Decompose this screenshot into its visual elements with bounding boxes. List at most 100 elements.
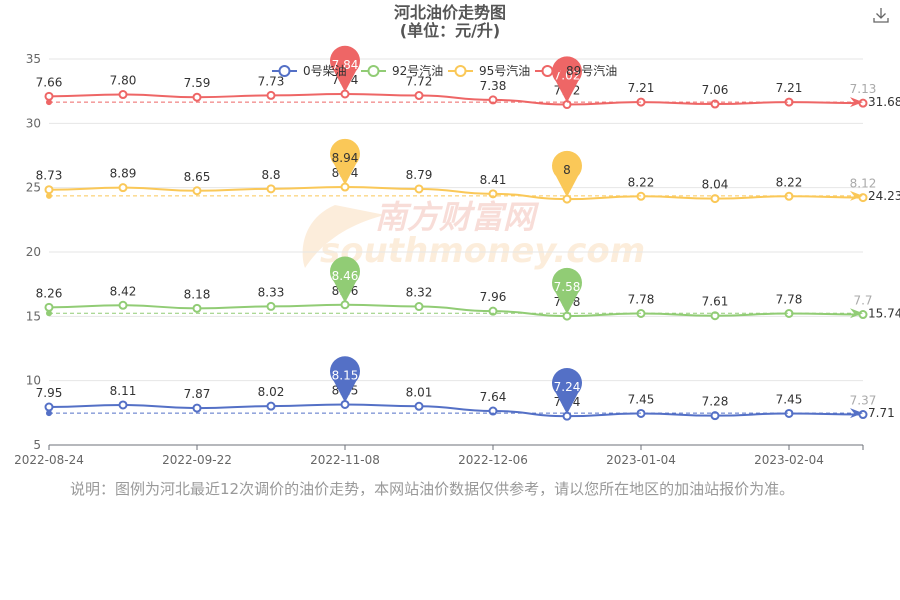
chart-subtitle: (单位：元/升)	[399, 21, 501, 40]
data-label: 7.61	[702, 295, 729, 309]
data-point	[44, 185, 54, 195]
data-label: 8.22	[776, 175, 803, 189]
y-tick-label: 10	[26, 374, 41, 388]
data-label: 8.02	[258, 385, 285, 399]
average-arrow	[850, 97, 863, 108]
data-label: 7.06	[702, 83, 729, 97]
x-tick-label: 2023-02-04	[754, 453, 824, 467]
marker-pin	[552, 267, 583, 315]
data-point	[118, 300, 128, 310]
y-tick-label: 15	[26, 309, 41, 323]
y-tick-label: 30	[26, 116, 41, 130]
series-line	[48, 403, 864, 418]
data-label: 8.8	[261, 168, 280, 182]
min-marker: 7.02	[552, 56, 582, 103]
data-label: 8.33	[258, 285, 285, 299]
marker-value: 7.84	[332, 58, 359, 72]
legend-symbol	[541, 65, 554, 77]
x-tick-label: 2023-01-04	[606, 453, 676, 467]
data-point	[192, 186, 202, 196]
data-point	[44, 91, 54, 101]
y-tick-label: 35	[26, 52, 41, 66]
marker-value: 7.58	[554, 280, 581, 294]
data-label: 8.01	[406, 385, 433, 399]
average-label: 24.23	[868, 189, 900, 203]
series-1: 8.268.428.188.338.468.327.967.587.787.61…	[36, 284, 900, 321]
data-point	[266, 301, 276, 311]
marker-value: 8.15	[332, 368, 359, 382]
data-label: 8.65	[184, 170, 211, 184]
chart-title: 河北油价走势图	[393, 3, 506, 22]
data-point	[414, 91, 424, 101]
y-tick-label: 20	[26, 245, 41, 259]
data-label: 7.87	[184, 387, 211, 401]
data-point	[192, 303, 202, 313]
data-label: 7.72	[406, 75, 433, 89]
data-label: 7.66	[36, 75, 63, 89]
legend-item[interactable]: 89号汽油	[535, 63, 617, 78]
data-label: 7.96	[480, 290, 507, 304]
data-point	[44, 302, 54, 312]
marker-value: 7.02	[554, 69, 581, 83]
data-label: 8.12	[850, 177, 877, 191]
data-label: 7.59	[184, 76, 211, 90]
watermark-cn: 南方财富网	[375, 198, 540, 236]
data-point	[192, 403, 202, 413]
data-label: 7.13	[850, 82, 877, 96]
max-marker: 8.94	[330, 138, 361, 186]
legend-item[interactable]: 0号柴油	[272, 64, 347, 78]
data-point	[710, 311, 720, 321]
data-point	[118, 183, 128, 193]
data-label: 7.78	[628, 293, 655, 307]
chart-title-block: 河北油价走势图 (单位：元/升)	[0, 4, 900, 40]
legend-label: 92号汽油	[392, 63, 443, 78]
data-label: 7.73	[258, 74, 285, 88]
data-point	[414, 184, 424, 194]
marker-pin	[552, 150, 583, 198]
data-point	[710, 411, 720, 421]
marker-pin	[552, 367, 583, 415]
legend-item[interactable]: 95号汽油	[448, 63, 530, 78]
average-arrow	[850, 190, 863, 201]
marker-pin	[552, 56, 582, 103]
average-arrow	[850, 308, 863, 319]
data-point	[414, 401, 424, 411]
data-label: 7.7	[853, 294, 872, 308]
data-label: 7.45	[776, 392, 803, 406]
legend: 0号柴油 92号汽油 95号汽油 89号汽油	[272, 63, 617, 78]
watermark-logo	[302, 205, 385, 268]
data-label: 7.37	[850, 394, 877, 408]
average-start-dot	[46, 310, 52, 317]
data-label: 8.04	[702, 178, 729, 192]
data-point	[266, 90, 276, 100]
series-line	[48, 186, 864, 201]
series-0: 7.958.117.878.028.158.017.647.247.457.28…	[36, 383, 895, 421]
download-icon[interactable]	[872, 6, 890, 24]
min-marker: 7.24	[552, 367, 583, 415]
marker-pin	[330, 45, 361, 92]
data-point	[414, 302, 424, 312]
max-marker: 7.84	[330, 45, 361, 92]
legend-item[interactable]: 92号汽油	[361, 63, 443, 78]
min-marker: 8	[552, 150, 583, 198]
legend-label: 89号汽油	[566, 63, 617, 78]
data-point	[118, 400, 128, 410]
y-tick-label: 25	[26, 181, 41, 195]
series-line	[48, 303, 864, 318]
data-label: 7.45	[628, 392, 655, 406]
average-start-dot	[46, 192, 52, 199]
marker-pin	[330, 138, 361, 186]
data-label: 7.21	[776, 81, 803, 95]
data-label: 8.26	[36, 286, 63, 300]
average-label: 31.68	[868, 95, 900, 109]
marker-pin	[330, 356, 361, 403]
legend-label: 95号汽油	[479, 63, 530, 78]
marker-value: 8.46	[332, 269, 359, 283]
data-point	[192, 92, 202, 102]
series-3: 7.667.807.597.737.847.727.387.027.217.06…	[36, 73, 900, 109]
data-label: 7.38	[480, 79, 507, 93]
data-label: 8.41	[480, 173, 507, 187]
data-label: 7.95	[36, 386, 63, 400]
data-label: 8.89	[110, 167, 137, 181]
